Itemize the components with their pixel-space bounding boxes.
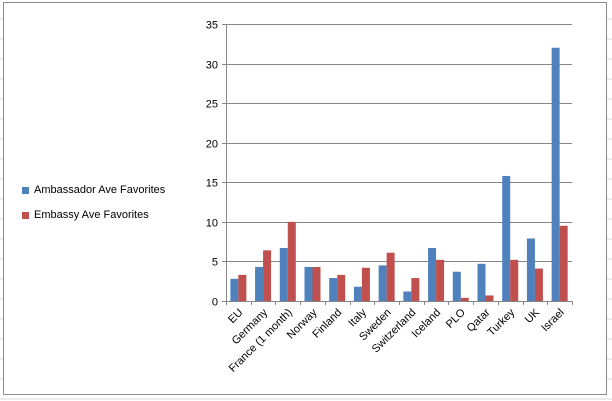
bar-ambassador: [378, 265, 387, 301]
x-tick-label: Turkey: [485, 306, 517, 338]
bar-embassy: [263, 250, 272, 301]
bar-embassy: [559, 225, 568, 301]
legend-label-embassy: Embassy Ave Favorites: [34, 209, 149, 221]
bar-embassy: [436, 259, 445, 301]
bar-ambassador: [255, 266, 264, 301]
bar-ambassador: [452, 271, 461, 301]
bar-embassy: [510, 259, 519, 301]
bar-embassy: [485, 295, 494, 301]
y-tick-label: 0: [212, 297, 218, 309]
y-tick-label: 10: [206, 218, 218, 230]
bar-embassy: [361, 267, 370, 301]
bar-embassy: [337, 274, 346, 301]
legend-entry-embassy: Embassy Ave Favorites: [22, 208, 149, 222]
bar-embassy: [411, 278, 420, 301]
y-tick-label: 35: [206, 20, 218, 32]
bar-ambassador: [502, 175, 511, 301]
y-tick-label: 5: [212, 257, 218, 269]
bar-embassy: [534, 268, 543, 301]
bar-ambassador: [477, 263, 486, 301]
y-tick-label: 25: [206, 99, 218, 111]
legend-swatch-ambassador: [22, 186, 29, 194]
bar-ambassador: [526, 238, 535, 301]
legend-entry-ambassador: Ambassador Ave Favorites: [22, 183, 165, 197]
bar-embassy: [386, 252, 395, 301]
bar-embassy: [312, 266, 321, 301]
bar-embassy: [460, 297, 469, 301]
bar-embassy: [238, 274, 247, 301]
legend-swatch-embassy: [22, 211, 29, 219]
bar-ambassador: [551, 47, 560, 301]
x-tick-label: Israel: [539, 307, 567, 335]
bar-ambassador: [279, 247, 288, 301]
y-tick-label: 15: [206, 178, 218, 190]
y-tick-label: 30: [206, 60, 218, 72]
bar-ambassador: [329, 278, 338, 301]
bar-embassy: [287, 221, 296, 301]
bar-ambassador: [403, 291, 412, 301]
x-tick-label: UK: [523, 306, 543, 326]
x-tick-label: EU: [226, 307, 245, 326]
y-tick-label: 20: [206, 139, 218, 151]
bar-ambassador: [230, 278, 239, 301]
legend-label-ambassador: Ambassador Ave Favorites: [34, 184, 166, 196]
chart-area[interactable]: 0 5 10 15 20 25 30 35 EU Germany France (1 month) N…: [3, 2, 607, 395]
bar-ambassador: [428, 247, 437, 301]
bar-ambassador: [304, 266, 313, 301]
bar-ambassador: [353, 286, 362, 301]
